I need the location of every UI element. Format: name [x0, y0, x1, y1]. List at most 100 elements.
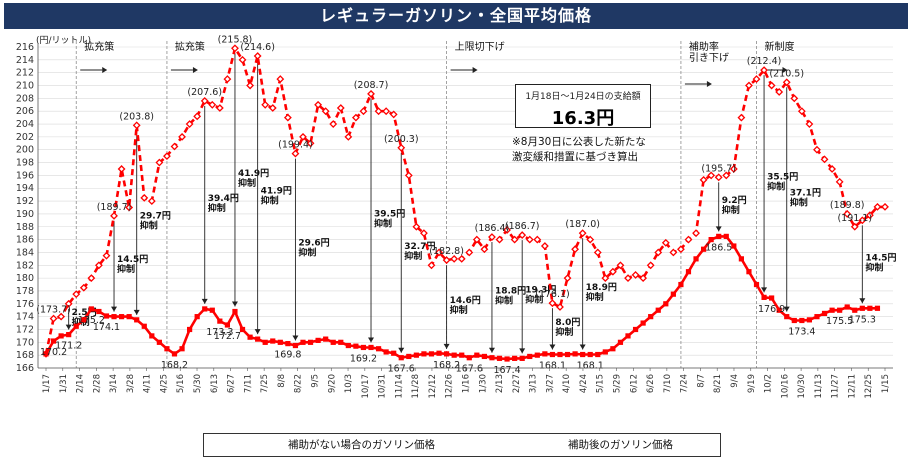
- point-with-subsidy: [640, 320, 646, 326]
- label-with-subsidy: 167.6: [456, 364, 483, 375]
- point-no-subsidy: [367, 89, 375, 98]
- point-with-subsidy: [821, 310, 828, 317]
- label-no-subsidy: (189.7): [97, 202, 132, 213]
- point-with-subsidy: [799, 317, 805, 324]
- point-with-subsidy: [572, 351, 578, 357]
- subsidy-label: 29.7円抑制: [140, 211, 171, 232]
- point-no-subsidy: [246, 81, 255, 90]
- point-no-subsidy: [775, 88, 784, 96]
- point-with-subsidy: [655, 307, 661, 313]
- point-with-subsidy: [564, 351, 571, 358]
- point-with-subsidy: [723, 233, 729, 239]
- series-markers: [42, 44, 889, 362]
- subsidy-label: 41.9円抑制: [238, 168, 269, 189]
- x-tick-label: 12/11: [847, 374, 857, 399]
- subsidy-label: 41.9円抑制: [261, 186, 292, 207]
- point-with-subsidy: [557, 351, 563, 358]
- point-no-subsidy: [608, 267, 617, 276]
- point-with-subsidy: [466, 355, 472, 361]
- point-no-subsidy: [336, 104, 345, 112]
- point-no-subsidy: [714, 173, 723, 182]
- point-with-subsidy: [338, 339, 344, 345]
- point-with-subsidy: [519, 355, 525, 361]
- x-tick-label: 8/22: [294, 374, 304, 393]
- y-tick-label: 200: [16, 145, 34, 156]
- x-tick-label: 11/14: [394, 374, 404, 399]
- point-with-subsidy: [489, 355, 495, 361]
- point-with-subsidy: [685, 269, 692, 275]
- subsidy-arrows: 2.5円抑制14.5円抑制29.7円抑制39.4円抑制41.9円抑制41.9円抑…: [65, 53, 897, 354]
- x-tick-label: 6/26: [646, 374, 656, 393]
- point-with-subsidy: [134, 317, 140, 323]
- point-with-subsidy: [867, 305, 873, 311]
- y-tick-label: 188: [16, 222, 34, 233]
- point-with-subsidy: [769, 295, 775, 301]
- x-tick-label: 7/25: [260, 374, 270, 393]
- y-tick-label: 192: [16, 196, 34, 207]
- point-with-subsidy: [360, 344, 367, 351]
- point-no-subsidy: [117, 165, 126, 173]
- x-tick-label: 1/17: [42, 374, 52, 393]
- point-with-subsidy: [648, 314, 654, 320]
- x-tick-label: 8/21: [713, 374, 723, 393]
- point-no-subsidy: [760, 66, 768, 75]
- phase-label: 上限切下げ: [455, 41, 505, 53]
- note-line: 激変緩和措置に基づき算出: [512, 151, 638, 163]
- label-with-subsidy: 168.2: [433, 360, 460, 371]
- label-with-subsidy: 170.2: [40, 347, 67, 358]
- point-no-subsidy: [261, 100, 270, 109]
- point-with-subsidy: [368, 344, 374, 351]
- x-tick-label: 10/3: [344, 374, 354, 393]
- y-tick-label: 180: [16, 273, 34, 284]
- x-tick-label: 11/27: [831, 374, 841, 399]
- y-tick-label: 196: [16, 170, 34, 181]
- y-tick-label: 166: [16, 363, 34, 374]
- x-tick-label: 3/28: [126, 374, 136, 393]
- point-no-subsidy: [669, 248, 678, 257]
- point-no-subsidy: [170, 142, 179, 151]
- point-with-subsidy: [791, 317, 797, 324]
- point-with-subsidy: [88, 306, 94, 312]
- point-no-subsidy: [752, 75, 761, 84]
- point-no-subsidy: [314, 100, 323, 109]
- subsidy-arrow-head: [488, 347, 495, 353]
- point-no-subsidy: [306, 139, 315, 148]
- subsidy-label: 39.4円抑制: [208, 193, 239, 214]
- point-with-subsidy: [625, 333, 631, 339]
- phase-arrow-head: [782, 67, 788, 73]
- point-with-subsidy: [700, 246, 707, 252]
- point-with-subsidy: [413, 352, 419, 358]
- point-no-subsidy: [163, 152, 171, 161]
- point-no-subsidy: [646, 261, 655, 270]
- point-with-subsidy: [375, 346, 382, 352]
- y-tick-label: 186: [16, 235, 34, 246]
- y-tick-label: 206: [16, 106, 34, 117]
- calculation-note: ※8月30日に公表した新たな 激変緩和措置に基づき算出: [512, 135, 692, 165]
- y-tick-label: 182: [16, 260, 34, 271]
- point-with-subsidy: [708, 237, 714, 243]
- x-tick-label: 8/8: [277, 374, 287, 388]
- point-no-subsidy: [72, 290, 81, 299]
- phase-arrow-head: [706, 81, 712, 87]
- label-with-subsidy: 169.8: [274, 350, 301, 361]
- x-tick-label: 4/10: [562, 374, 572, 393]
- x-tick-label: 7/10: [663, 374, 673, 393]
- point-with-subsidy: [534, 352, 540, 358]
- label-with-subsidy: 168.1: [539, 361, 566, 372]
- point-with-subsidy: [753, 281, 760, 288]
- point-with-subsidy: [617, 339, 624, 345]
- point-with-subsidy: [610, 346, 616, 352]
- subsidy-label: 14.5円抑制: [865, 252, 896, 273]
- point-with-subsidy: [255, 336, 261, 342]
- x-tick-label: 1/15: [881, 374, 891, 393]
- point-with-subsidy: [171, 351, 178, 357]
- point-with-subsidy: [345, 342, 351, 349]
- point-no-subsidy: [283, 113, 292, 122]
- point-with-subsidy: [277, 339, 283, 345]
- point-no-subsidy: [828, 165, 837, 173]
- point-no-subsidy: [397, 143, 406, 152]
- point-no-subsidy: [843, 210, 852, 218]
- x-tick-label: 5/15: [596, 374, 606, 393]
- subsidy-label: 18.9円抑制: [586, 282, 617, 303]
- point-no-subsidy: [223, 75, 232, 84]
